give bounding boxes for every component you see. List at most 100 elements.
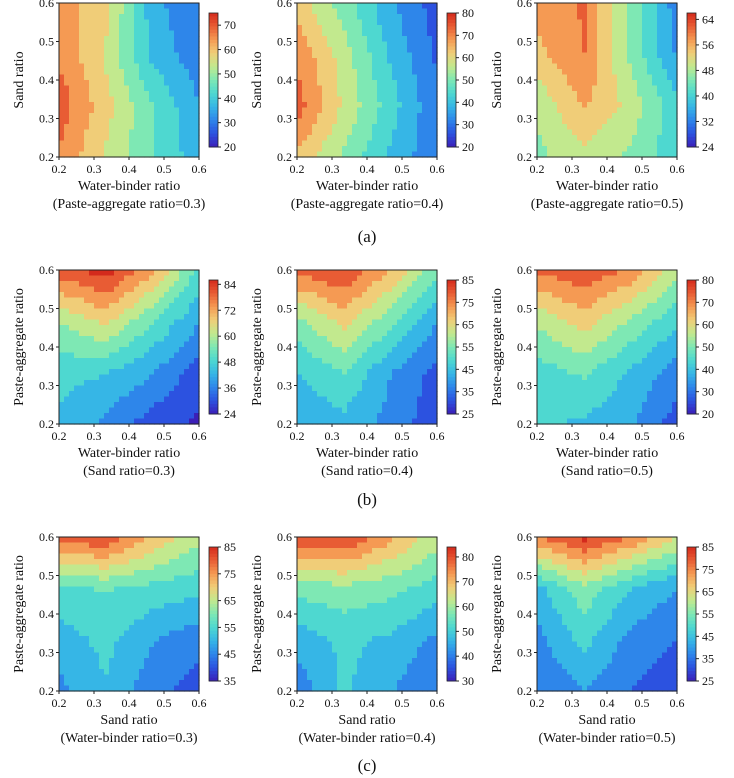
contour-cell	[302, 297, 308, 304]
contour-cell	[332, 124, 338, 131]
contour-cell	[347, 396, 353, 403]
contour-cell	[79, 347, 85, 354]
contour-cell	[577, 151, 583, 158]
contour-cell	[357, 418, 363, 425]
contour-cell	[592, 341, 598, 348]
contour-cell	[572, 325, 578, 332]
contour-cell	[657, 80, 663, 87]
colorbar-segment	[209, 90, 218, 94]
contour-cell	[432, 385, 438, 392]
contour-cell	[149, 418, 155, 425]
contour-cell	[637, 47, 643, 54]
contour-cell	[617, 303, 623, 310]
contour-cell	[567, 96, 573, 103]
contour-cell	[612, 52, 618, 59]
contour-cell	[552, 347, 558, 354]
contour-cell	[312, 292, 318, 299]
contour-cell	[352, 325, 358, 332]
contour-cell	[662, 341, 668, 348]
contour-cell	[342, 325, 348, 332]
contour-cell	[627, 292, 633, 299]
contour-cell	[412, 85, 418, 92]
contour-cell	[382, 19, 388, 26]
contour-cell	[164, 80, 170, 87]
contour-cell	[322, 30, 328, 37]
contour-cell	[387, 85, 393, 92]
contour-cell	[94, 418, 100, 425]
contour-cell	[582, 380, 588, 387]
contour-cell	[667, 341, 673, 348]
contour-cell	[667, 336, 673, 343]
contour-cell	[79, 41, 85, 48]
contour-cell	[582, 330, 588, 337]
contour-cell	[124, 8, 130, 15]
contour-cell	[537, 118, 543, 125]
contour-cell	[397, 3, 403, 10]
contour-cell	[537, 102, 543, 109]
contour-cell	[337, 325, 343, 332]
contour-cell	[667, 146, 673, 153]
contour-cell	[159, 69, 165, 76]
contour-cell	[337, 80, 343, 87]
contour-cell	[139, 319, 145, 326]
contour-cell	[362, 407, 368, 414]
contour-cell	[169, 286, 175, 293]
contour-cell	[547, 297, 553, 304]
contour-cell	[647, 330, 653, 337]
contour-cell	[562, 292, 568, 299]
contour-cell	[332, 47, 338, 54]
contour-cell	[154, 47, 160, 54]
colorbar-segment	[687, 36, 696, 41]
contour-cell	[134, 396, 140, 403]
contour-cell	[357, 396, 363, 403]
contour-cell	[297, 281, 303, 288]
contour-cell	[337, 47, 343, 54]
contour-cell	[362, 380, 368, 387]
contour-cell	[332, 358, 338, 365]
colorbar-segment	[447, 83, 456, 88]
contour-cell	[552, 91, 558, 98]
contour-cell	[582, 8, 588, 15]
contour-cell	[547, 391, 553, 398]
panel-4: 0.2 0.3 0.4 0.5 0.60.20.30.40.50.6Water-bind…	[12, 263, 236, 479]
contour-cell	[297, 74, 303, 81]
contour-cell	[412, 385, 418, 392]
contour-cell	[642, 325, 648, 332]
contour-cell	[562, 25, 568, 32]
contour-cell	[577, 275, 583, 282]
contour-cell	[322, 58, 328, 65]
contour-cell	[392, 69, 398, 76]
contour-cell	[662, 36, 668, 43]
panel-3-contour-field	[537, 3, 678, 158]
contour-cell	[572, 336, 578, 343]
contour-cell	[352, 385, 358, 392]
contour-cell	[622, 385, 628, 392]
contour-cell	[144, 319, 150, 326]
contour-cell	[134, 418, 140, 425]
contour-cell	[79, 391, 85, 398]
contour-cell	[652, 113, 658, 120]
contour-cell	[602, 91, 608, 98]
contour-cell	[562, 380, 568, 387]
contour-cell	[94, 281, 100, 288]
contour-cell	[189, 402, 195, 409]
contour-cell	[397, 8, 403, 15]
contour-cell	[582, 363, 588, 370]
contour-cell	[387, 8, 393, 15]
contour-cell	[672, 135, 678, 142]
contour-cell	[662, 74, 668, 81]
contour-cell	[382, 91, 388, 98]
contour-cell	[557, 281, 563, 288]
contour-cell	[184, 303, 190, 310]
contour-cell	[149, 113, 155, 120]
colorbar-segment	[209, 410, 218, 415]
contour-cell	[104, 319, 110, 326]
contour-cell	[432, 391, 438, 398]
contour-cell	[427, 107, 433, 114]
contour-cell	[297, 341, 303, 348]
contour-cell	[79, 303, 85, 310]
colorbar-segment	[209, 393, 218, 398]
contour-cell	[124, 102, 130, 109]
contour-cell	[412, 336, 418, 343]
contour-cell	[134, 358, 140, 365]
